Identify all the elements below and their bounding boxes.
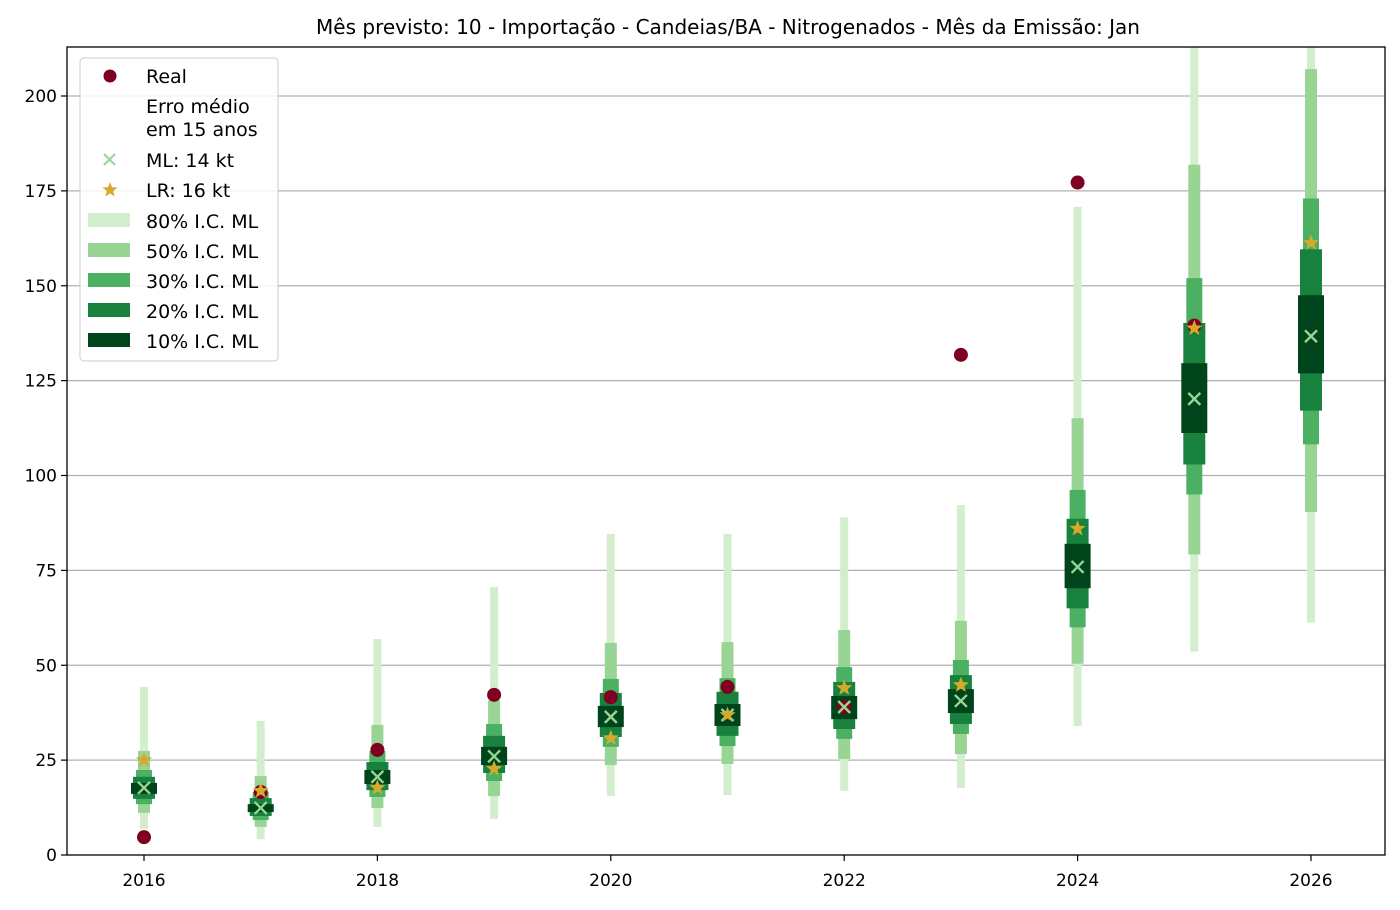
ml-cross-stroke [253,801,268,815]
ml-point [603,710,618,724]
x-tick-label: 2026 [1289,871,1332,891]
legend-ci10-label: 10% I.C. ML [146,331,259,353]
legend-erro-line2: em 15 anos [146,119,258,141]
lr-point [719,706,736,722]
y-tick-label: 50 [35,656,57,676]
ml-point [1304,329,1318,344]
y-tick-label: 150 [25,277,57,297]
real-point [603,690,618,705]
legend-ci80-swatch [88,213,130,227]
real-point [720,679,735,694]
lr-point [602,729,619,745]
x-tick-label: 2024 [1056,871,1099,891]
lr-point [1302,234,1320,250]
y-tick-label: 0 [46,846,57,866]
ml-point [1070,560,1085,574]
real-point [370,742,385,757]
lr-point [952,676,969,692]
lr-point [1069,520,1086,536]
ci10-bar [1298,295,1324,374]
legend-ci20-swatch [88,303,130,317]
ml-cross-stroke [1070,560,1085,574]
y-tick-label: 100 [25,467,57,487]
x-tick-label: 2016 [122,871,165,891]
legend: Real Erro médio em 15 anos ML: 14 kt LR:… [79,57,279,362]
ml-cross-stroke [370,769,385,784]
legend-ml-label: ML: 14 kt [146,150,234,172]
lr-point [135,751,153,767]
legend-ci30-label: 30% I.C. ML [146,271,259,293]
lr-point [1186,319,1203,336]
y-tick-label: 25 [35,751,57,771]
real-point [1070,175,1085,190]
lr-point [252,782,269,798]
real-point [137,830,151,845]
ml-cross-stroke [954,694,968,708]
legend-real-marker [103,69,117,83]
y-tick-label: 75 [35,561,57,581]
lr-point [369,779,386,795]
legend-ci10-swatch [88,333,130,347]
ml-cross-stroke [1187,391,1202,406]
real-point [487,687,502,702]
legend-ci50-label: 50% I.C. ML [146,241,259,263]
chart-marks [131,46,1324,845]
ml-point [954,694,968,708]
x-tick-label: 2018 [356,871,399,891]
legend-ml-marker [103,153,116,166]
lr-point [836,679,853,695]
ml-cross-stroke [137,780,151,795]
ml-cross-stroke [603,710,618,724]
ml-cross-stroke [1304,329,1318,344]
x-tick-label: 2022 [823,871,866,891]
ml-point [487,749,501,764]
legend-ci80-label: 80% I.C. ML [146,211,259,233]
y-axis: 0 25 50 75 100 125 150 175 200 [25,87,67,866]
ml-point [370,769,385,784]
ml-cross-stroke [487,749,501,764]
legend-lr-marker [102,182,118,197]
ml-cross-stroke [837,700,852,714]
y-tick-label: 200 [25,87,57,107]
legend-lr-label: LR: 16 kt [146,180,230,202]
real-point [953,347,968,362]
ml-point [837,700,852,714]
y-tick-label: 125 [25,372,57,392]
y-tick-label: 175 [25,182,57,202]
lr-point [486,760,503,776]
legend-ci50-swatch [88,243,130,257]
legend-ci20-label: 20% I.C. ML [146,301,259,323]
legend-ci30-swatch [88,273,130,287]
plot-frame [66,46,1386,856]
ml-point [137,780,151,795]
x-axis: 2016 2018 2020 2022 2024 2026 [122,855,1333,891]
legend-real-label: Real [146,66,187,88]
chart-title: Mês previsto: 10 - Importação - Candeias… [316,15,1140,39]
ml-point [253,801,268,815]
legend-erro-line1: Erro médio [146,96,250,118]
ml-point [1187,391,1202,406]
x-tick-label: 2020 [589,871,632,891]
